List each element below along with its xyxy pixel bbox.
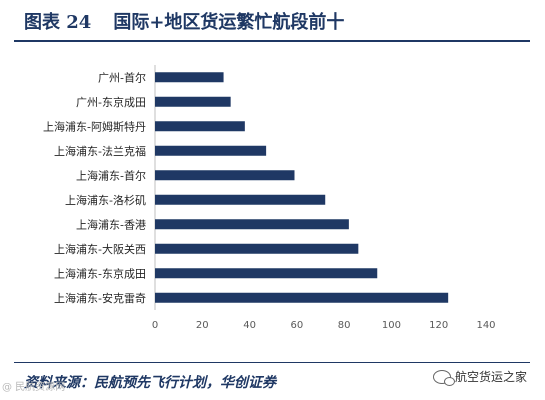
x-tick-label: 120 [429, 320, 448, 331]
x-tick-label: 40 [243, 320, 256, 331]
wechat-icon [432, 369, 455, 386]
bar-4 [155, 145, 267, 156]
watermark-right: 航空货运之家 [432, 368, 527, 386]
bar-6 [155, 194, 326, 205]
category-label: 广州-东京成田 [76, 95, 146, 109]
title-rule [14, 40, 530, 42]
watermark-right-text: 航空货运之家 [454, 370, 527, 384]
x-tick-label: 80 [338, 320, 351, 331]
x-tick-label: 140 [476, 320, 495, 331]
bar-9 [155, 268, 378, 279]
x-tick-label: 0 [152, 320, 158, 331]
x-tick-label: 100 [382, 320, 401, 331]
figure-title-text: 国际+地区货运繁忙航段前十 [113, 12, 345, 33]
figure-number: 图表 24 [24, 12, 92, 33]
category-label: 上海浦东-法兰克福 [54, 144, 146, 158]
category-label: 上海浦东-安克雷奇 [54, 291, 146, 305]
watermark-left: @ 民航资源网 [2, 382, 66, 393]
figure-title: 图表 24 国际+地区货运繁忙航段前十 [24, 8, 344, 34]
source-note: 资料来源：民航预先飞行计划，华创证券 [24, 375, 276, 391]
category-label: 上海浦东-阿姆斯特丹 [43, 119, 146, 133]
category-label: 上海浦东-大阪关西 [54, 242, 146, 256]
source-rule [14, 362, 530, 363]
category-label: 上海浦东-东京成田 [54, 266, 146, 280]
category-label: 广州-首尔 [98, 70, 146, 84]
bar-10 [155, 292, 449, 303]
bar-3 [155, 121, 245, 132]
bar-7 [155, 219, 349, 230]
category-label: 上海浦东-香港 [76, 217, 146, 231]
x-tick-label: 60 [290, 320, 303, 331]
bar-1 [155, 72, 224, 83]
bar-8 [155, 243, 359, 254]
bar-2 [155, 96, 231, 107]
category-label: 上海浦东-洛杉矶 [65, 193, 146, 207]
x-tick-label: 20 [196, 320, 209, 331]
bar-chart: 广州-首尔广州-东京成田上海浦东-阿姆斯特丹上海浦东-法兰克福上海浦东-首尔上海… [43, 65, 496, 331]
category-label: 上海浦东-首尔 [76, 168, 146, 182]
bar-5 [155, 170, 295, 181]
